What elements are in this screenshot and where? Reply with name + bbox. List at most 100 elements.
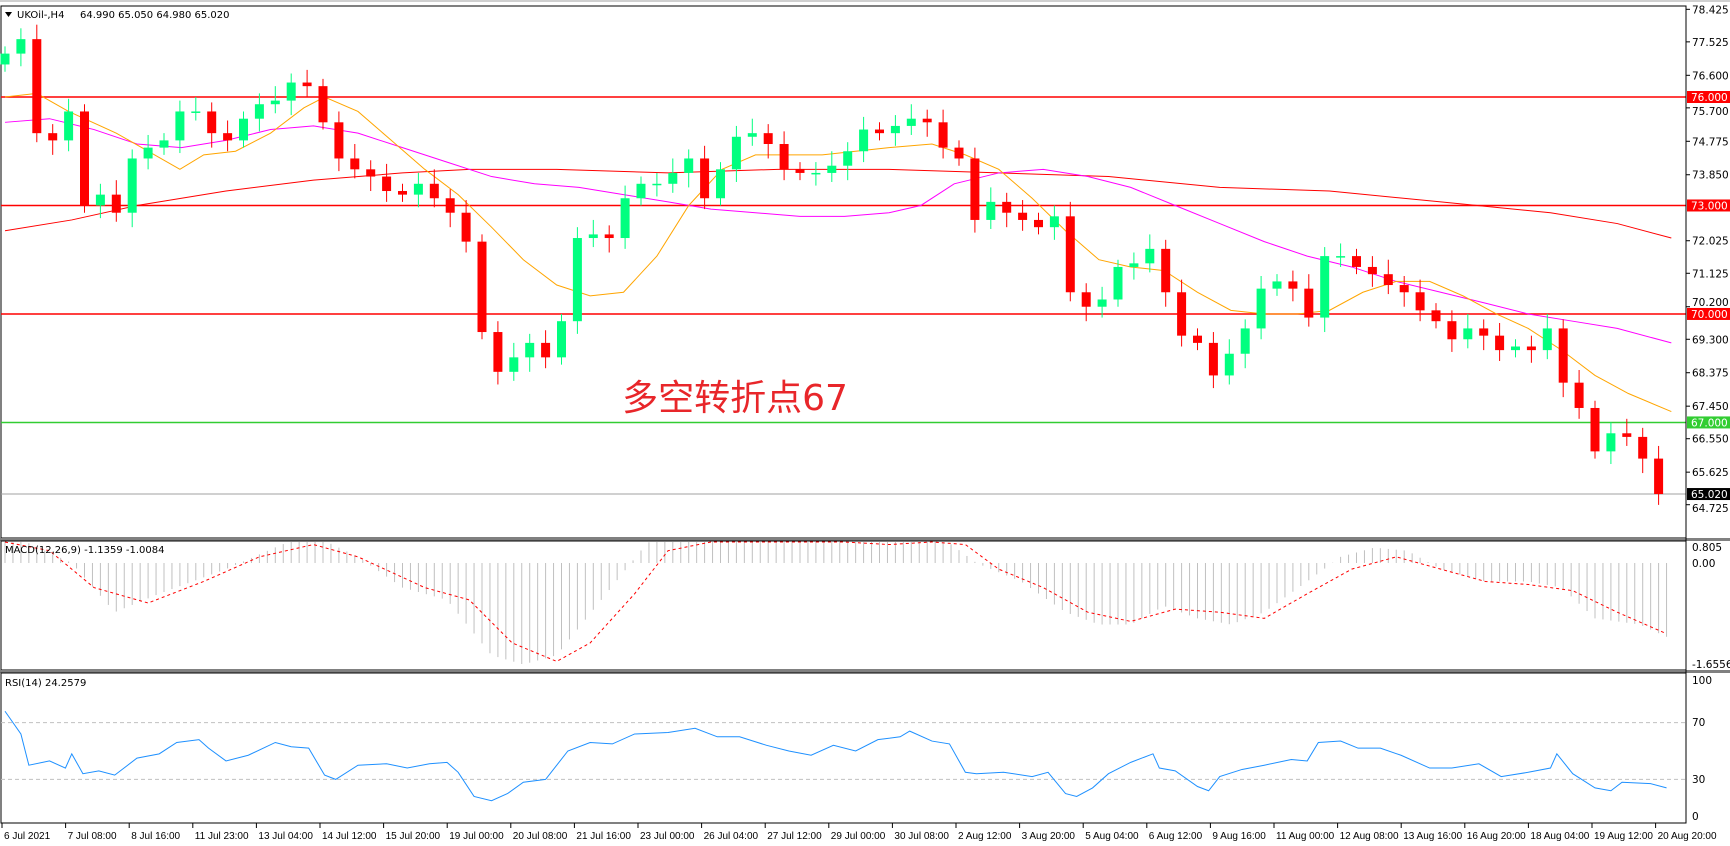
candle-body <box>1638 436 1648 459</box>
macd-axis-bottom: -1.6556 <box>1692 659 1730 671</box>
price-tick-label: 76.600 <box>1692 70 1729 82</box>
candle-body <box>223 133 233 141</box>
candle-body <box>716 169 725 199</box>
price-tick-label: 77.525 <box>1692 37 1729 49</box>
pane-separator[interactable] <box>0 538 1730 541</box>
candle-body <box>1415 292 1425 311</box>
candle-body <box>398 191 407 195</box>
time-tick-label: 5 Aug 04:00 <box>1085 831 1139 842</box>
current-price-label: 65.020 <box>1691 489 1728 501</box>
candle-body <box>1479 328 1489 336</box>
candle-body <box>334 122 344 159</box>
candle-body <box>1193 335 1202 343</box>
ma-slow-line <box>4 168 1672 239</box>
time-tick-label: 13 Jul 04:00 <box>258 831 313 842</box>
candle-body <box>1495 335 1505 351</box>
price-axis: 78.425 77.525 76.600 75.700 74.775 73.850 72.0… <box>1685 4 1730 823</box>
price-tick-label: 67.450 <box>1692 401 1729 413</box>
candle-body <box>1240 328 1250 354</box>
price-tick-label: 71.125 <box>1692 268 1729 280</box>
macd-axis-zero: 0.00 <box>1692 558 1715 570</box>
candle-body <box>811 172 821 175</box>
candle-body <box>302 82 312 87</box>
candle-body <box>779 144 789 170</box>
candle-body <box>270 100 280 105</box>
candle-body <box>700 158 710 199</box>
candle-body <box>461 212 471 242</box>
time-tick-label: 27 Jul 12:00 <box>767 831 822 842</box>
price-tick-label: 75.700 <box>1692 106 1729 118</box>
candle-body <box>763 133 773 145</box>
candle-body <box>1447 321 1457 340</box>
macd-label: MACD(12,26,9) -1.1359 -1.0084 <box>5 545 165 556</box>
candle-body <box>64 111 74 141</box>
candle-body <box>254 104 264 119</box>
candle-body <box>1304 288 1314 318</box>
time-tick-label: 11 Aug 00:00 <box>1276 831 1335 842</box>
price-tick-label: 68.375 <box>1692 368 1729 380</box>
candle-body <box>525 342 535 358</box>
candle-body <box>843 151 853 166</box>
price-tick-label: 78.425 <box>1692 4 1729 16</box>
candle-body <box>191 111 201 113</box>
macd-signal-line <box>4 541 1667 662</box>
candle-body <box>827 165 837 173</box>
candle-body <box>557 321 566 358</box>
candle-body <box>1590 407 1600 452</box>
candle-body <box>175 111 185 141</box>
candle-body <box>747 133 757 137</box>
time-tick-label: 2 Aug 12:00 <box>958 831 1012 842</box>
candle-body <box>572 238 582 322</box>
candle-body <box>986 201 996 220</box>
time-tick-label: 8 Jul 16:00 <box>131 831 180 842</box>
time-tick-label: 3 Aug 20:00 <box>1022 831 1076 842</box>
candle-body <box>1256 288 1266 329</box>
candle-body <box>493 332 503 372</box>
candle-body <box>111 194 121 213</box>
candle-body <box>1288 281 1298 289</box>
candle-body <box>1034 219 1043 228</box>
time-tick-label: 12 Aug 08:00 <box>1340 831 1399 842</box>
macd-axis-top: 0.805 <box>1692 542 1722 554</box>
candle-body <box>1526 346 1536 351</box>
price-tick-label: 74.775 <box>1692 136 1729 148</box>
triangle-down-icon[interactable] <box>5 12 12 17</box>
candle-body <box>1558 328 1568 383</box>
rsi-axis-100: 100 <box>1692 675 1712 687</box>
time-tick-label: 29 Jul 00:00 <box>831 831 886 842</box>
candle-body <box>1049 216 1059 228</box>
time-tick-label: 15 Jul 20:00 <box>386 831 441 842</box>
macd-series <box>4 541 1668 665</box>
candle-body <box>731 136 741 170</box>
candle-body <box>890 125 900 134</box>
symbol-label: UKOil-,H4 <box>17 10 64 21</box>
rsi-line <box>4 710 1667 802</box>
time-tick-label: 13 Aug 16:00 <box>1403 831 1462 842</box>
rsi-axis-0: 0 <box>1692 811 1699 823</box>
candle-body <box>922 118 932 123</box>
candle-body <box>541 342 551 358</box>
time-tick-label: 20 Jul 08:00 <box>513 831 568 842</box>
price-series <box>0 24 1686 505</box>
candle-body <box>1272 281 1282 289</box>
time-tick-label: 20 Aug 20:00 <box>1658 831 1717 842</box>
time-tick-label: 11 Jul 23:00 <box>195 831 249 842</box>
candle-body <box>239 118 248 141</box>
candle-body <box>350 158 360 170</box>
time-tick-label: 7 Jul 08:00 <box>68 831 117 842</box>
candle-body <box>795 169 805 173</box>
time-tick-label: 21 Jul 16:00 <box>576 831 631 842</box>
price-tick-label: 64.725 <box>1692 503 1729 515</box>
candle-body <box>620 198 630 239</box>
candle-body <box>16 39 26 54</box>
pane-separator[interactable] <box>0 670 1730 673</box>
candle-body <box>1542 328 1552 351</box>
candle-body <box>207 111 217 134</box>
candle-body <box>366 169 376 177</box>
time-tick-label: 6 Jul 2021 <box>4 831 51 842</box>
candle-body <box>1097 299 1107 307</box>
candle-body <box>1129 263 1139 267</box>
time-tick-label: 19 Jul 00:00 <box>449 831 504 842</box>
candle-body <box>1081 292 1091 307</box>
